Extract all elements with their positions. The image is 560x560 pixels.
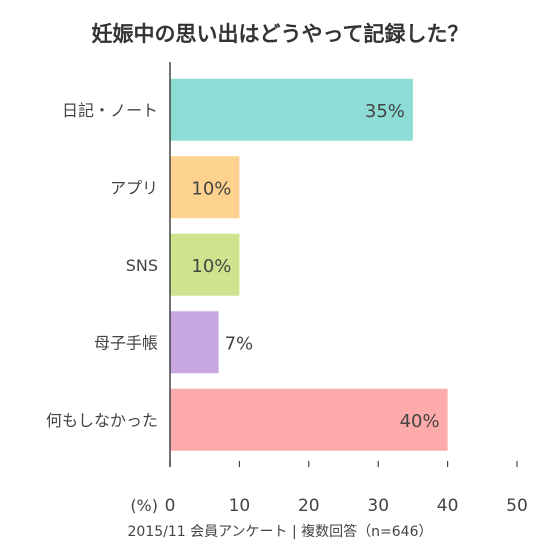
data-label: 40%: [400, 411, 440, 432]
data-label: 35%: [365, 101, 405, 122]
category-label: 何もしなかった: [46, 411, 158, 430]
data-label: 7%: [225, 333, 254, 354]
category-label: SNS: [126, 256, 158, 275]
chart-title: 妊娠中の思い出はどうやって記録した？: [91, 22, 469, 46]
bar: [170, 311, 219, 374]
category-label: 母子手帳: [94, 333, 158, 352]
x-tick-label: 20: [298, 496, 320, 516]
bar: [170, 78, 413, 141]
data-label: 10%: [191, 256, 231, 277]
survey-note: 2015/11 会員アンケート | 複数回答（n=646）: [127, 524, 433, 540]
data-label: 10%: [191, 178, 231, 199]
bar: [170, 388, 448, 451]
category-label: 日記・ノート: [62, 101, 158, 120]
bar: [170, 233, 240, 296]
x-tick-label: 0: [165, 496, 176, 516]
category-label: アプリ: [110, 178, 158, 197]
x-tick-label: 30: [367, 496, 389, 516]
bar: [170, 156, 240, 219]
x-tick-label: 40: [437, 496, 459, 516]
x-tick-label: 50: [506, 496, 528, 516]
x-axis-label: (%): [130, 496, 158, 515]
x-tick-label: 10: [229, 496, 251, 516]
